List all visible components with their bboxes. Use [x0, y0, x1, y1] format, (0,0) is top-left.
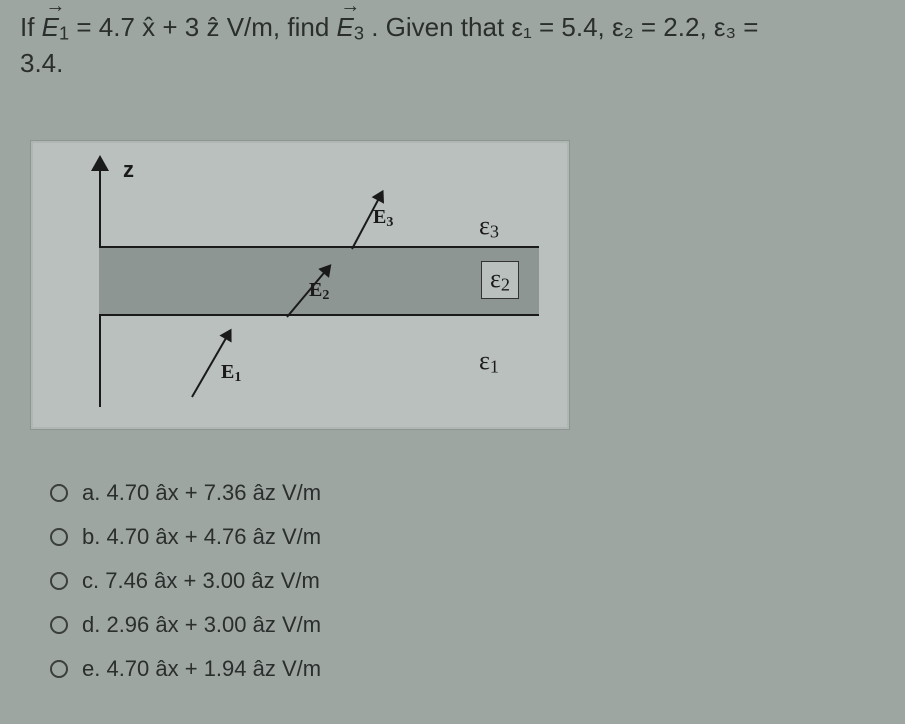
vec-E3: → E3 [337, 10, 364, 46]
option-e-label: e. 4.70 âx + 1.94 âz V/m [82, 656, 321, 682]
q-given: . Given that ε₁ = 5.4, ε₂ = 2.2, ε₃ = [371, 12, 758, 42]
E2-sym-d: E [309, 279, 322, 301]
eps3-sym: ε [479, 211, 490, 240]
eps2-sub: 2 [501, 275, 510, 295]
radio-icon[interactable] [50, 616, 68, 634]
vec-arrow-icon: → [337, 0, 364, 16]
option-e[interactable]: e. 4.70 âx + 1.94 âz V/m [50, 656, 321, 682]
option-c-label: c. 7.46 âx + 3.00 âz V/m [82, 568, 320, 594]
eps3-sub: 3 [490, 222, 499, 242]
E3-sub: 3 [354, 24, 364, 44]
z-arrowhead-icon [91, 155, 109, 171]
vec-E1: → E1 [42, 10, 69, 46]
radio-icon[interactable] [50, 572, 68, 590]
E3-sub-d: 3 [386, 215, 393, 230]
option-d[interactable]: d. 2.96 âx + 3.00 âz V/m [50, 612, 321, 638]
radio-icon[interactable] [50, 660, 68, 678]
eps1-sub: 1 [490, 357, 499, 377]
E2-sub-d: 2 [322, 288, 329, 303]
option-b-label: b. 4.70 âx + 4.76 âz V/m [82, 524, 321, 550]
option-b[interactable]: b. 4.70 âx + 4.76 âz V/m [50, 524, 321, 550]
option-d-label: d. 2.96 âx + 3.00 âz V/m [82, 612, 321, 638]
E1-sub: 1 [59, 24, 69, 44]
vec-arrow-icon: → [42, 0, 69, 16]
E3-sym-d: E [373, 206, 386, 228]
E1-sub-d: 1 [234, 370, 241, 385]
E3-label: E3 [373, 206, 393, 231]
question-text: If → E1 = 4.7 x̂ + 3 ẑ V/m, find → E3 . … [20, 10, 905, 81]
diagram: z ε3 ε2 ε1 E1 E2 E3 [30, 140, 570, 430]
option-c[interactable]: c. 7.46 âx + 3.00 âz V/m [50, 568, 321, 594]
option-a-label: a. 4.70 âx + 7.36 âz V/m [82, 480, 321, 506]
option-a[interactable]: a. 4.70 âx + 7.36 âz V/m [50, 480, 321, 506]
E1-sym-d: E [221, 361, 234, 383]
E2-label: E2 [309, 279, 329, 304]
answer-options: a. 4.70 âx + 7.36 âz V/m b. 4.70 âx + 4.… [50, 480, 321, 700]
E1-label: E1 [221, 361, 241, 386]
epsilon2-label: ε2 [481, 261, 519, 299]
q-pre: If [20, 12, 42, 42]
eps1-sym: ε [479, 346, 490, 375]
z-axis-label: z [123, 157, 134, 183]
eps2-sym: ε [490, 264, 501, 293]
epsilon1-label: ε1 [479, 346, 499, 378]
radio-icon[interactable] [50, 528, 68, 546]
radio-icon[interactable] [50, 484, 68, 502]
diagram-inner: z ε3 ε2 ε1 E1 E2 E3 [41, 151, 559, 419]
epsilon3-label: ε3 [479, 211, 499, 243]
q-eq: = 4.7 x̂ + 3 ẑ V/m, find [76, 12, 336, 42]
q-line2: 3.4. [20, 48, 63, 78]
